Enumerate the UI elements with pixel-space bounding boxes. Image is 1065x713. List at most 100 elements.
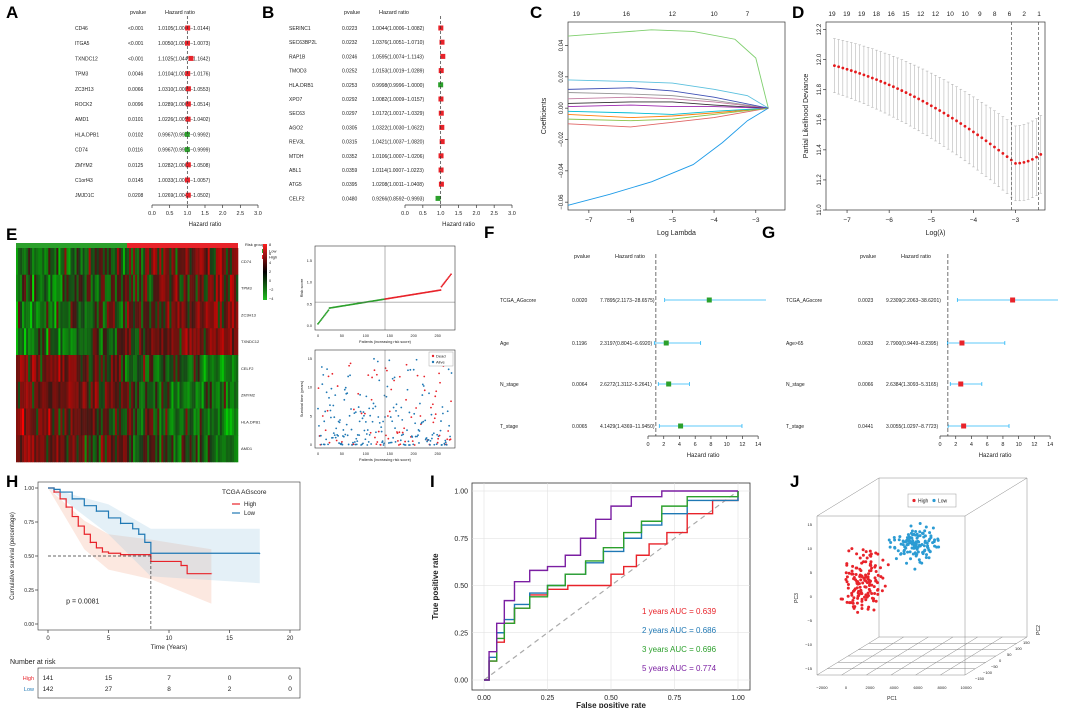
survival-point	[391, 420, 394, 423]
x-tick-label: 50	[340, 334, 344, 338]
row-label: T_stage	[786, 424, 804, 430]
heatmap-cell	[54, 328, 57, 356]
row-hazard-ratio: 1.0104(1.0032−1.0176)	[158, 72, 210, 78]
x-axis-label: Time (Years)	[151, 644, 188, 651]
row-label: ATG5	[289, 182, 302, 188]
pca-point-high	[858, 556, 862, 560]
heatmap-cell	[161, 301, 164, 329]
heatmap-cell	[78, 328, 81, 356]
heatmap-cell	[171, 355, 174, 383]
survival-point	[414, 422, 417, 425]
heatmap-cell	[112, 355, 116, 383]
heatmap-cell	[187, 435, 190, 463]
panel-letter-d: D	[792, 3, 804, 22]
heatmap-cell	[54, 248, 57, 276]
heatmap-cell	[171, 435, 174, 463]
heatmap-cell	[217, 408, 221, 436]
survival-point	[354, 411, 357, 414]
pca-point-high	[876, 588, 880, 592]
survival-point	[396, 432, 399, 434]
heatmap-cell	[122, 408, 126, 436]
col-header-hazard-ratio: Hazard ratio	[165, 10, 195, 16]
heatmap-cell	[52, 435, 55, 463]
pca-point-low	[896, 549, 900, 553]
heatmap-cell	[34, 408, 37, 436]
heatmap-cell	[102, 435, 106, 463]
heatmap-cell	[38, 301, 41, 329]
z-tick-label: −50	[991, 664, 999, 669]
heatmap-cell	[225, 435, 229, 463]
heatmap-cell	[124, 274, 128, 302]
heatmap-cell	[100, 381, 104, 409]
survival-point	[411, 440, 414, 443]
heatmap-cell	[42, 274, 45, 302]
survival-point	[339, 419, 341, 421]
heatmap-cell	[30, 355, 33, 383]
heatmap-cell	[143, 355, 146, 383]
heatmap-cell	[145, 381, 148, 409]
heatmap-cell	[122, 435, 126, 463]
heatmap-cell	[122, 248, 126, 276]
heatmap-cell	[155, 301, 158, 329]
y-tick-label: 11.8	[817, 83, 823, 95]
heatmap-cell	[137, 274, 140, 302]
heatmap-cell	[124, 301, 128, 329]
row-hazard-ratio: 1.0082(1.0009−1.0157)	[372, 97, 424, 103]
heatmap-cell	[185, 274, 188, 302]
heatmap-cell	[16, 381, 19, 409]
heatmap-cell	[58, 381, 61, 409]
heatmap-cell	[183, 301, 186, 329]
survival-point	[449, 435, 451, 438]
survival-point	[416, 374, 419, 377]
y-tick-label: 0	[310, 443, 312, 447]
heatmap-cell	[169, 355, 172, 383]
col-header-hazard-ratio: Hazard ratio	[901, 254, 931, 260]
heatmap-cell	[72, 355, 75, 383]
pca-point-low	[905, 538, 909, 542]
heatmap-cell	[72, 274, 75, 302]
heatmap-cell	[32, 435, 35, 463]
heatmap-cell	[40, 328, 43, 356]
cube-depth-edge	[964, 477, 1028, 517]
heatmap-cell	[66, 355, 69, 383]
legend-label-low: Low	[269, 249, 276, 254]
heatmap-cell	[36, 328, 39, 356]
heatmap-cell	[64, 301, 67, 329]
pca-point-high	[861, 560, 865, 564]
risk-score-point	[449, 274, 451, 277]
row-pvalue: <0.001	[128, 56, 144, 62]
heatmap-cell	[112, 408, 116, 436]
heatmap-cell	[155, 328, 158, 356]
heatmap-cell	[30, 274, 33, 302]
survival-point	[341, 443, 344, 446]
y-axis-label: True positive rate	[431, 553, 440, 620]
heatmap-cell	[20, 274, 23, 302]
heatmap-cell	[133, 408, 136, 436]
x-tick-label: −4	[710, 217, 718, 224]
survival-point	[371, 376, 373, 379]
heatmap-cell	[66, 328, 69, 356]
heatmap-cell	[82, 328, 85, 356]
survival-point	[338, 421, 341, 424]
top-tick-label: 6	[1008, 11, 1012, 18]
heatmap-cell	[94, 435, 98, 463]
heatmap-cell	[151, 328, 154, 356]
heatmap-cell	[84, 328, 87, 356]
heatmap-cell	[199, 274, 202, 302]
survival-point	[392, 436, 395, 439]
heatmap-cell	[110, 435, 114, 463]
heatmap-cell	[122, 381, 126, 409]
pca-point-low	[914, 540, 918, 544]
heatmap-cell	[127, 301, 130, 329]
heatmap-cell	[211, 248, 215, 276]
heatmap-cell	[110, 355, 114, 383]
heatmap-cell	[24, 381, 27, 409]
top-tick-label: 15	[902, 11, 910, 18]
heatmap-cell	[141, 301, 144, 329]
pca-point-high	[847, 571, 851, 575]
heatmap-cell	[213, 355, 217, 383]
row-label: MTDH	[289, 154, 304, 160]
survival-point	[331, 372, 334, 375]
pca-point-high	[864, 598, 868, 602]
heatmap-cell	[167, 435, 170, 463]
